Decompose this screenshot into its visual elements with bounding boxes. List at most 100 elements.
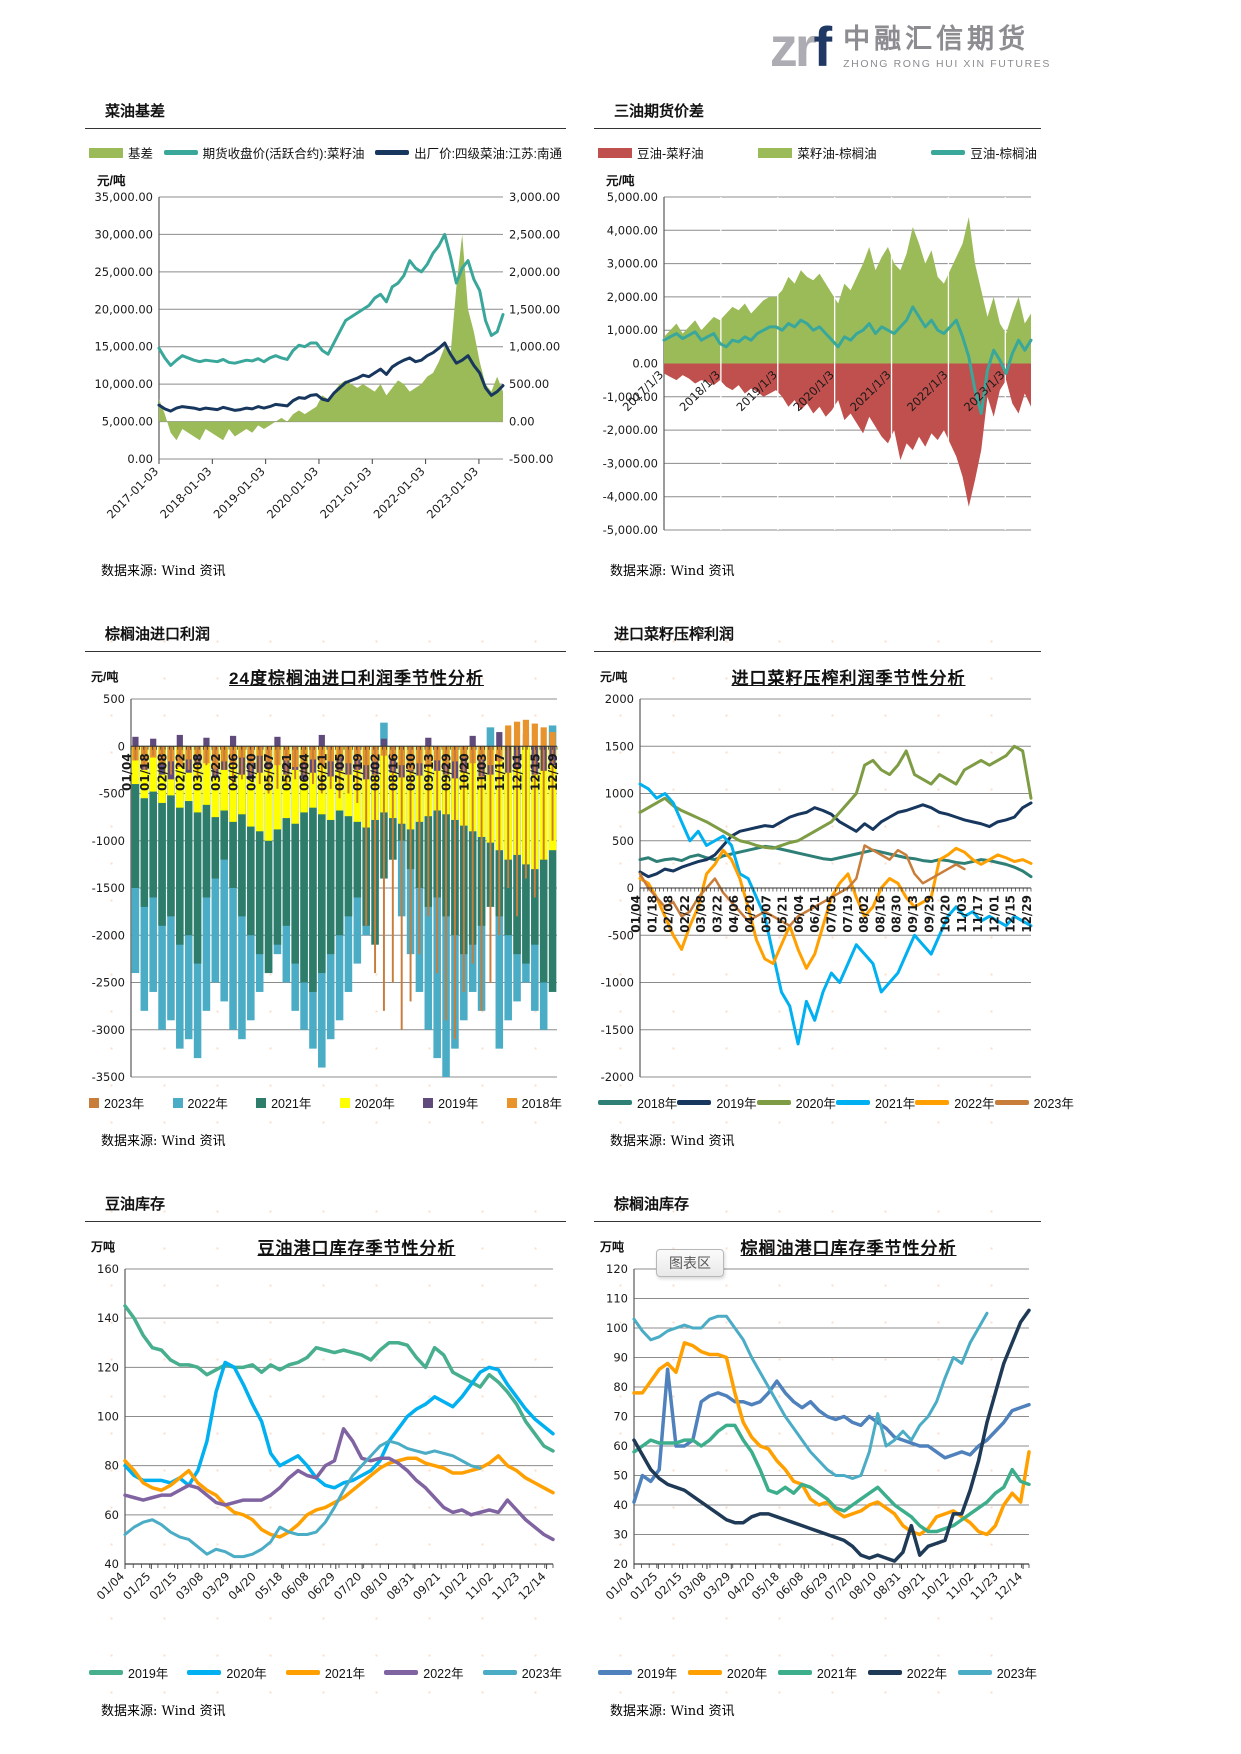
legend-item-基差: 基差 bbox=[89, 143, 153, 162]
svg-text:07/05: 07/05 bbox=[333, 753, 347, 791]
legend-item-2019年: 2019年 bbox=[423, 1093, 478, 1112]
svg-text:-500: -500 bbox=[99, 787, 125, 801]
data-source-label: 数据来源: Wind 资讯 bbox=[101, 564, 226, 579]
charts-row-3: 豆油库存 万吨 豆油港口库存季节性分析 40 60 80 100 120 140 160 01… bbox=[85, 1193, 1041, 1719]
svg-text:1,000.00: 1,000.00 bbox=[509, 340, 560, 354]
svg-text:-1,000.00: -1,000.00 bbox=[603, 390, 658, 404]
chart-title: 豆油港口库存季节性分析 bbox=[257, 1239, 456, 1258]
svg-text:120: 120 bbox=[97, 1360, 119, 1374]
legend-label: 2018年 bbox=[521, 1097, 562, 1111]
legend-item-2018年: 2018年 bbox=[506, 1093, 562, 1112]
palm-oil-inventory-legend: 2019年 2020年 2021年 2022年 2023年 bbox=[594, 1661, 1041, 1684]
legend-swatch bbox=[598, 147, 632, 158]
rapeseed-crush-profit-legend: 2018年 2019年 2020年 2021年 2022年 2023年 bbox=[594, 1091, 1074, 1114]
svg-text:12/15: 12/15 bbox=[1004, 895, 1018, 933]
svg-text:-2,000.00: -2,000.00 bbox=[603, 423, 658, 437]
svg-text:50: 50 bbox=[613, 1469, 628, 1483]
legend-item-2021年: 2021年 bbox=[835, 1093, 916, 1112]
data-source-label: 数据来源: Wind 资讯 bbox=[610, 1704, 735, 1719]
section-title: 棕榈油进口利润 bbox=[85, 623, 566, 652]
svg-text:07/19: 07/19 bbox=[841, 895, 855, 933]
section-palm-oil-inventory: 棕榈油库存 万吨 棕榈油港口库存季节性分析 图表区 20 30 40 50 60 70 80… bbox=[594, 1193, 1041, 1719]
svg-text:160: 160 bbox=[97, 1262, 119, 1276]
svg-text:12/29: 12/29 bbox=[1020, 895, 1034, 933]
section-title: 进口菜籽压榨利润 bbox=[594, 623, 1041, 652]
y-axis-unit: 万吨 bbox=[600, 1240, 625, 1254]
legend-label: 豆油-菜籽油 bbox=[637, 147, 704, 161]
svg-text:06/21: 06/21 bbox=[808, 895, 822, 933]
svg-text:01/18: 01/18 bbox=[138, 753, 152, 791]
legend-item-2022年: 2022年 bbox=[172, 1093, 228, 1112]
svg-text:08/02: 08/02 bbox=[369, 753, 383, 791]
svg-text:2021-01-03: 2021-01-03 bbox=[317, 464, 374, 521]
svg-text:2000: 2000 bbox=[605, 692, 634, 706]
svg-text:-1000: -1000 bbox=[92, 834, 125, 848]
svg-text:-2500: -2500 bbox=[92, 976, 125, 990]
svg-text:-3500: -3500 bbox=[92, 1070, 125, 1084]
svg-text:12/01: 12/01 bbox=[987, 895, 1001, 933]
data-source-label: 数据来源: Wind 资讯 bbox=[610, 564, 735, 579]
legend-swatch bbox=[423, 1097, 434, 1108]
svg-text:10,000.00: 10,000.00 bbox=[94, 377, 153, 391]
svg-text:03/29: 03/29 bbox=[199, 1569, 232, 1602]
chart-header: 元/吨 24度棕榈油进口利润季节性分析 bbox=[85, 664, 566, 689]
legend-swatch bbox=[172, 1097, 183, 1108]
legend-swatch bbox=[777, 1670, 812, 1675]
legend-item-2019年: 2019年 bbox=[677, 1093, 757, 1112]
svg-text:2019-01-03: 2019-01-03 bbox=[211, 464, 268, 521]
legend-label: 2021年 bbox=[874, 1097, 916, 1111]
svg-text:90: 90 bbox=[613, 1351, 628, 1365]
svg-text:06/04: 06/04 bbox=[792, 895, 806, 933]
svg-text:02/22: 02/22 bbox=[678, 895, 692, 933]
basis-chart: 0.00 5,000.00 10,000.00 15,000.00 20,000.00 2… bbox=[94, 190, 560, 521]
svg-text:3,000.00: 3,000.00 bbox=[607, 257, 658, 271]
legend-label: 2020年 bbox=[795, 1097, 836, 1111]
legend-item-2020年: 2020年 bbox=[187, 1663, 267, 1682]
legend-label: 2019年 bbox=[438, 1097, 479, 1111]
logo-abbr-blue: f bbox=[813, 15, 832, 78]
legend-label: 2022年 bbox=[187, 1097, 228, 1111]
svg-text:40: 40 bbox=[613, 1498, 628, 1512]
svg-text:11/23: 11/23 bbox=[489, 1569, 522, 1602]
charts-row-1: 菜油基差 基差 期货收盘价(活跃合约):菜籽油 出厂价:四级菜油:江苏:南通 元/吨… bbox=[85, 100, 1041, 579]
svg-text:1500: 1500 bbox=[605, 739, 634, 753]
legend-label: 基差 bbox=[128, 147, 154, 161]
legend-label: 2019年 bbox=[128, 1667, 169, 1681]
legend-swatch bbox=[506, 1097, 517, 1108]
legend-swatch bbox=[687, 1670, 722, 1675]
section-rapeseed-crush-profit: 进口菜籽压榨利润 元/吨 进口菜籽压榨利润季节性分析 -2000 -1500 -10… bbox=[594, 623, 1074, 1149]
svg-text:09/21: 09/21 bbox=[410, 1569, 443, 1602]
company-name-en: ZHONG RONG HUI XIN FUTURES bbox=[843, 57, 1051, 70]
chart-title: 棕榈油港口库存季节性分析 bbox=[740, 1239, 957, 1258]
svg-text:80: 80 bbox=[104, 1459, 119, 1473]
svg-text:110: 110 bbox=[606, 1292, 628, 1306]
legend-item-2020年: 2020年 bbox=[756, 1093, 836, 1112]
svg-text:11/02: 11/02 bbox=[463, 1569, 496, 1602]
svg-text:04/20: 04/20 bbox=[226, 1569, 259, 1602]
legend-item-菜籽油-棕榈油: 菜籽油-棕榈油 bbox=[758, 143, 877, 162]
legend-label: 2023年 bbox=[1033, 1097, 1074, 1111]
svg-text:140: 140 bbox=[97, 1311, 119, 1325]
legend-label: 2018年 bbox=[637, 1097, 678, 1111]
svg-text:03/08: 03/08 bbox=[191, 753, 205, 791]
legend-item-2021年: 2021年 bbox=[256, 1093, 311, 1112]
chart-area-tooltip: 图表区 bbox=[656, 1249, 724, 1277]
data-source-label: 数据来源: Wind 资讯 bbox=[101, 1704, 226, 1719]
legend-label: 2022年 bbox=[423, 1667, 464, 1681]
svg-text:06/21: 06/21 bbox=[315, 753, 329, 791]
section-three-oil-futures-spread: 三油期货价差 豆油-菜籽油 菜籽油-棕榈油 豆油-棕榈油 元/吨 -5,000.00… bbox=[594, 100, 1041, 579]
legend-swatch bbox=[256, 1097, 267, 1108]
svg-text:5,000.00: 5,000.00 bbox=[607, 190, 658, 204]
palm-import-profit-chart: -3500 -3000 -2500 -2000 -1500 -1000 -500 0 500 01… bbox=[92, 692, 560, 1084]
legend-swatch bbox=[867, 1670, 902, 1675]
spread-chart: -5,000.00 -4,000.00 -3,000.00 -2,000.00 -1,0… bbox=[603, 190, 1033, 537]
legend-swatch bbox=[931, 150, 966, 155]
svg-text:01/25: 01/25 bbox=[120, 1569, 153, 1602]
legend-item-2023年: 2023年 bbox=[482, 1663, 562, 1682]
svg-text:12/01: 12/01 bbox=[511, 753, 525, 791]
svg-text:0.00: 0.00 bbox=[127, 452, 153, 466]
svg-text:08/10: 08/10 bbox=[357, 1569, 390, 1602]
svg-text:04/06: 04/06 bbox=[227, 753, 241, 791]
svg-text:20,000.00: 20,000.00 bbox=[94, 302, 153, 316]
svg-text:01/18: 01/18 bbox=[645, 895, 659, 933]
